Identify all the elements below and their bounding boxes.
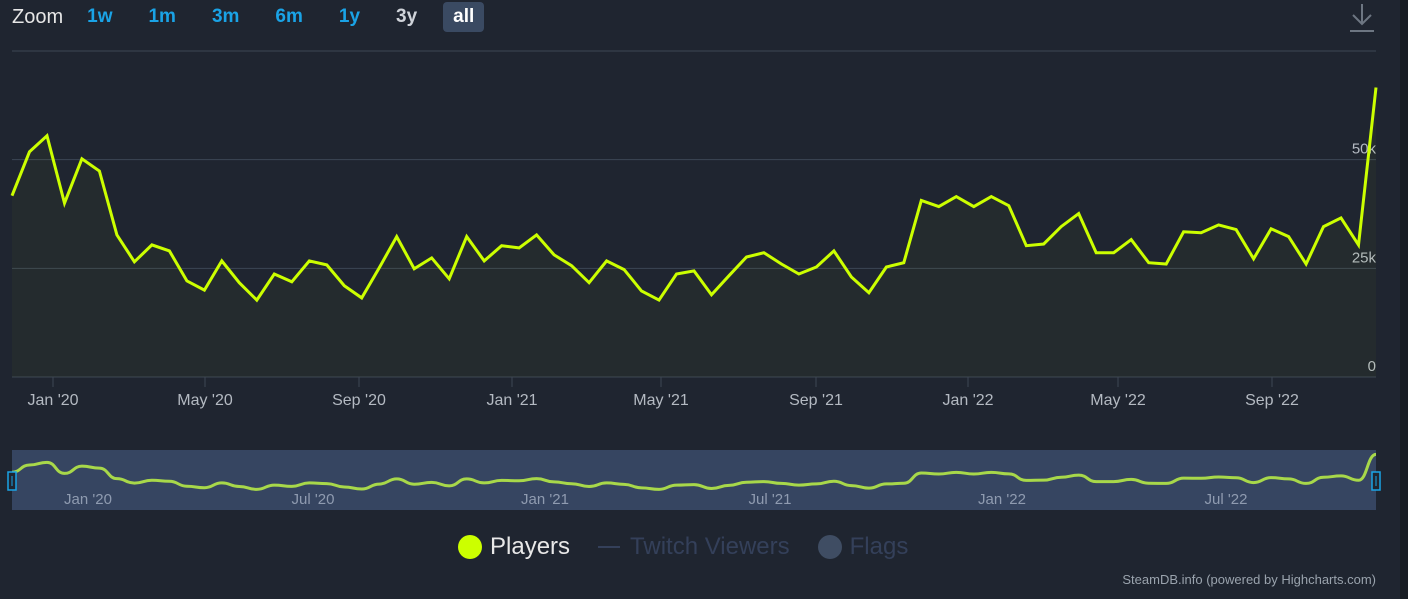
- x-tick-label: Sep '22: [1245, 392, 1299, 409]
- navigator-tick-label: Jan '21: [521, 491, 569, 508]
- players-series-line[interactable]: [10, 87, 1378, 303]
- x-tick-label: Jan '20: [27, 392, 78, 409]
- legend: Players Twitch Viewers Flags: [458, 533, 936, 561]
- zoom-3m-button[interactable]: 3m: [211, 6, 240, 27]
- x-tick-label: Sep '21: [789, 392, 843, 409]
- zoom-label: Zoom: [12, 5, 64, 28]
- zoom-1w-button[interactable]: 1w: [87, 6, 113, 27]
- legend-twitch-viewers[interactable]: Twitch Viewers: [598, 533, 790, 561]
- x-tick-label: May '20: [177, 392, 233, 409]
- right-edge-panel: [1400, 0, 1408, 599]
- zoom-3y-button[interactable]: 3y: [396, 6, 418, 27]
- zoom-1y-button[interactable]: 1y: [338, 6, 361, 27]
- legend-twitch-label: Twitch Viewers: [630, 533, 790, 560]
- navigator-tick-label: Jul '22: [1205, 491, 1248, 508]
- navigator-tick-label: Jan '20: [64, 491, 112, 508]
- navigator-tick-label: Jul '21: [749, 491, 792, 508]
- x-tick-label: Jan '21: [486, 392, 537, 409]
- y-tick-label: 25k: [1352, 249, 1377, 266]
- x-tick-label: Sep '20: [332, 392, 386, 409]
- zoom-6m-button[interactable]: 6m: [275, 6, 303, 27]
- zoom-1m-button[interactable]: 1m: [148, 6, 176, 27]
- navigator-tick-label: Jul '20: [292, 491, 335, 508]
- legend-flags-label: Flags: [849, 533, 909, 560]
- players-dot-icon: [458, 535, 482, 559]
- range-selector: Zoom 1w 1m 3m 6m 1y 3y all: [0, 0, 500, 34]
- y-tick-label: 0: [1368, 358, 1376, 375]
- download-icon[interactable]: [1348, 2, 1376, 34]
- navigator-window[interactable]: [12, 450, 1376, 510]
- legend-players-label: Players: [490, 533, 571, 560]
- navigator-tick-label: Jan '22: [978, 491, 1026, 508]
- twitch-line-icon: [598, 546, 621, 548]
- legend-players[interactable]: Players: [458, 533, 570, 561]
- chart-credits[interactable]: SteamDB.info (powered by Highcharts.com): [1122, 572, 1376, 587]
- zoom-all-button[interactable]: all: [443, 2, 485, 32]
- flags-dot-icon: [817, 535, 842, 559]
- x-tick-label: May '21: [633, 392, 689, 409]
- x-tick-label: Jan '22: [942, 392, 993, 409]
- legend-flags[interactable]: Flags: [817, 533, 909, 561]
- x-tick-label: May '22: [1090, 392, 1146, 409]
